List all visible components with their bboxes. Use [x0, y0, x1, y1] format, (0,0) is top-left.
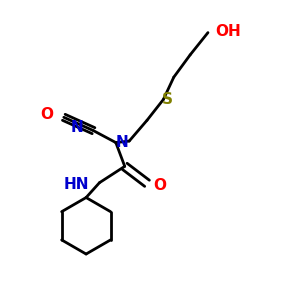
Text: HN: HN [64, 177, 89, 192]
Text: OH: OH [215, 24, 241, 39]
Text: S: S [162, 92, 173, 107]
Text: O: O [40, 107, 53, 122]
Text: O: O [153, 178, 166, 193]
Text: N: N [116, 135, 129, 150]
Text: N: N [70, 120, 83, 135]
